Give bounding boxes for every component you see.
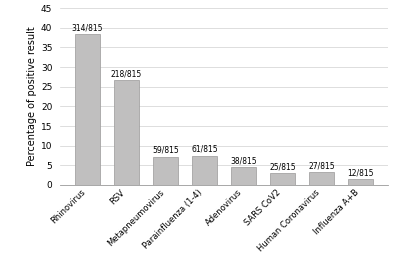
Text: 27/815: 27/815 <box>308 161 335 170</box>
Bar <box>114 80 139 185</box>
Bar <box>348 179 373 185</box>
Text: 12/815: 12/815 <box>347 169 374 178</box>
Bar <box>192 156 217 185</box>
Y-axis label: Percentage of positive result: Percentage of positive result <box>27 27 37 166</box>
Bar <box>75 33 100 185</box>
Text: 61/815: 61/815 <box>191 145 218 154</box>
Text: 218/815: 218/815 <box>111 69 142 78</box>
Text: 25/815: 25/815 <box>269 162 296 171</box>
Bar <box>309 172 334 185</box>
Bar <box>231 167 256 185</box>
Text: 59/815: 59/815 <box>152 146 179 155</box>
Text: 38/815: 38/815 <box>230 156 257 165</box>
Text: 314/815: 314/815 <box>72 23 103 32</box>
Bar <box>153 156 178 185</box>
Bar <box>270 173 295 185</box>
